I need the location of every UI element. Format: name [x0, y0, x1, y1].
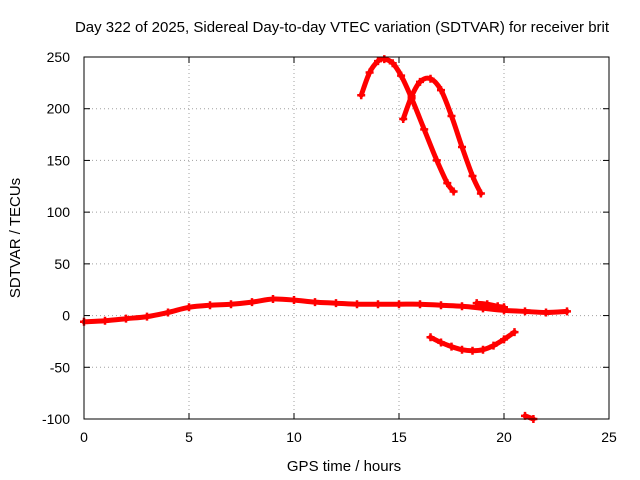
series-late-segment	[472, 299, 508, 312]
grid	[84, 57, 609, 419]
data-point	[365, 68, 374, 77]
data-point	[420, 125, 429, 134]
data-point	[521, 307, 529, 316]
data-point	[227, 300, 235, 309]
data-point	[290, 296, 298, 305]
data-point	[388, 59, 397, 68]
x-tick-label: 10	[286, 429, 302, 445]
data-point	[449, 187, 458, 196]
data-point	[479, 345, 487, 354]
data-point	[447, 342, 456, 351]
x-tick-label: 15	[391, 429, 407, 445]
series-upper-arc-2	[399, 74, 485, 198]
data-point	[510, 328, 519, 337]
data-point	[426, 333, 435, 342]
data-point	[143, 312, 151, 321]
data-point	[416, 300, 424, 309]
y-tick-label: 50	[54, 256, 70, 272]
data-point	[248, 298, 256, 307]
series-final-point	[521, 411, 538, 423]
data-point	[468, 171, 477, 180]
data-point	[374, 57, 382, 66]
x-tick-label: 25	[601, 429, 617, 445]
data-point	[476, 189, 485, 198]
y-tick-label: 0	[62, 308, 70, 324]
y-tick-label: 150	[47, 152, 71, 168]
series-lower-arc	[426, 328, 519, 355]
data-point	[395, 300, 403, 309]
data-point	[399, 115, 408, 124]
data-point	[500, 303, 508, 312]
data-point	[432, 156, 441, 165]
data-point	[311, 298, 319, 307]
data-point	[269, 295, 277, 304]
data-point	[468, 346, 477, 355]
series-line	[81, 296, 570, 325]
data-point	[407, 92, 416, 101]
data-point	[357, 91, 366, 100]
data-point	[489, 341, 498, 350]
data-point	[443, 179, 452, 188]
data-point	[332, 299, 340, 308]
data-point	[426, 74, 435, 83]
chart-title: Day 322 of 2025, Sidereal Day-to-day VTE…	[75, 19, 610, 36]
axis-ticks: 0 5 10 15 20 25 -100 -50 0 50 100 150 200 250	[42, 49, 617, 445]
data-point	[563, 307, 571, 316]
y-tick-label: 250	[47, 49, 71, 65]
data-point	[185, 303, 193, 312]
y-axis-label: SDTVAR / TECUs	[7, 178, 24, 298]
data-point	[164, 308, 172, 317]
data-point	[458, 302, 466, 311]
data-point	[397, 71, 406, 80]
series-upper-arc-1	[357, 55, 458, 196]
data-point	[380, 55, 389, 64]
y-tick-label: -100	[42, 411, 70, 427]
data-point	[122, 314, 130, 323]
plot-frame	[83, 56, 610, 420]
data-point	[500, 335, 508, 344]
data-point	[374, 300, 382, 309]
y-tick-label: 100	[47, 204, 71, 220]
x-tick-label: 5	[185, 429, 193, 445]
data-point	[472, 299, 481, 308]
x-tick-label: 0	[80, 429, 88, 445]
data-point	[353, 300, 361, 309]
y-tick-label: 200	[47, 101, 71, 117]
data-point	[437, 301, 445, 310]
data-point	[458, 142, 466, 151]
data-point	[416, 77, 424, 86]
data-point	[206, 301, 214, 310]
data-point	[437, 86, 445, 95]
data-point	[437, 338, 445, 347]
data-point	[458, 345, 466, 354]
x-axis-label: GPS time / hours	[287, 458, 401, 475]
data-point	[447, 111, 456, 120]
x-tick-label: 20	[496, 429, 512, 445]
data-point	[101, 316, 109, 325]
y-tick-label: -50	[50, 359, 70, 375]
data-point	[542, 308, 550, 317]
series-layer	[80, 55, 571, 423]
data-point	[483, 300, 492, 309]
series-main-trace	[80, 295, 571, 326]
series-line	[358, 56, 457, 194]
